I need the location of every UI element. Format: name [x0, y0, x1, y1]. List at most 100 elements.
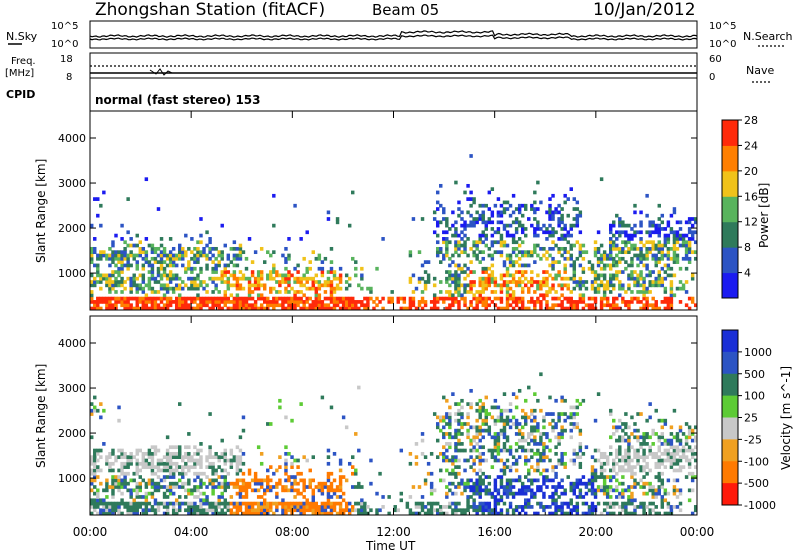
range-time-cell [326, 488, 331, 493]
range-time-cell [490, 240, 495, 245]
range-time-cell [217, 250, 221, 255]
range-time-cell [420, 217, 425, 221]
range-time-cell [153, 276, 158, 281]
range-time-cell [636, 273, 640, 278]
range-time-cell [533, 451, 537, 456]
range-time-cell [287, 303, 291, 308]
range-time-cell [156, 270, 161, 274]
range-time-cell [660, 481, 665, 486]
range-time-cell [618, 491, 622, 496]
range-time-cell [633, 210, 637, 215]
range-time-cell [423, 478, 428, 483]
range-time-cell [290, 475, 294, 479]
range-time-cell [693, 425, 698, 430]
range-time-cell [475, 220, 479, 225]
range-time-cell [284, 458, 288, 463]
range-time-cell [414, 461, 419, 466]
range-time-cell [90, 478, 94, 483]
range-time-cell [517, 283, 522, 288]
range-time-cell [226, 505, 231, 509]
range-time-cell [317, 508, 322, 513]
range-time-cell [499, 415, 504, 420]
range-time-cell [244, 495, 249, 499]
range-time-cell [502, 200, 507, 205]
range-time-cell [660, 246, 665, 251]
range-time-cell [439, 260, 443, 264]
range-time-cell [223, 468, 227, 473]
range-time-cell [533, 511, 537, 516]
range-time-cell [278, 273, 282, 278]
range-time-cell [111, 485, 115, 489]
range-time-cell [472, 250, 476, 255]
range-time-cell [475, 296, 479, 301]
range-time-cell [174, 485, 179, 489]
range-time-cell [551, 230, 555, 235]
range-time-cell [490, 415, 495, 420]
range-time-cell [278, 501, 282, 506]
range-time-cell [217, 455, 221, 460]
colorbar-swatch [722, 145, 738, 172]
range-time-cell [524, 412, 528, 416]
range-time-cell [475, 481, 479, 486]
range-time-cell [575, 217, 580, 221]
range-time-cell [475, 471, 479, 476]
range-time-cell [241, 478, 246, 483]
colorbar-tick-label: -25 [744, 433, 762, 446]
range-time-cell [578, 243, 583, 248]
range-time-cell [293, 488, 297, 493]
range-time-cell [627, 300, 631, 304]
range-time-cell [287, 296, 291, 301]
range-time-cell [511, 296, 516, 301]
range-time-cell [539, 501, 543, 506]
range-time-cell [533, 468, 537, 473]
range-time-cell [338, 306, 343, 311]
range-time-cell [475, 402, 479, 406]
range-time-cell [560, 398, 564, 403]
range-time-cell [153, 501, 158, 506]
range-time-cell [463, 243, 467, 248]
range-time-cell [232, 273, 237, 278]
range-time-cell [266, 303, 270, 308]
range-time-cell [314, 505, 319, 509]
range-time-cell [520, 432, 525, 436]
range-time-cell [560, 286, 564, 291]
range-time-cell [217, 306, 221, 311]
range-time-cell [229, 465, 234, 469]
range-time-cell [472, 220, 476, 225]
range-time-cell [554, 475, 558, 479]
range-time-cell [326, 501, 331, 506]
range-time-cell [687, 237, 692, 241]
range-time-cell [448, 256, 452, 261]
range-time-cell [499, 300, 504, 304]
range-time-cell [621, 495, 625, 499]
range-time-cell [99, 508, 103, 513]
range-time-cell [502, 428, 507, 433]
range-time-cell [190, 465, 194, 469]
range-time-cell [481, 405, 485, 410]
range-time-cell [256, 501, 261, 506]
range-time-cell [126, 303, 130, 308]
range-time-cell [311, 511, 315, 516]
range-time-cell [408, 511, 413, 516]
range-time-cell [508, 203, 513, 208]
range-time-cell [235, 283, 240, 288]
range-time-cell [420, 508, 425, 513]
range-time-cell [572, 405, 577, 410]
range-time-cell [548, 230, 552, 235]
range-time-cell [144, 461, 149, 466]
range-time-cell [296, 465, 300, 469]
range-time-cell [496, 210, 501, 215]
range-time-cell [259, 505, 264, 509]
range-time-cell [451, 455, 455, 460]
range-time-cell [596, 501, 601, 506]
range-time-cell [244, 276, 249, 281]
range-time-cell [633, 296, 637, 301]
range-time-cell [156, 501, 161, 506]
range-time-cell [211, 488, 215, 493]
range-time-cell [563, 237, 567, 241]
range-time-cell [250, 306, 255, 311]
range-time-cell [630, 276, 634, 281]
range-time-cell [636, 412, 640, 416]
range-time-cell [144, 481, 149, 486]
